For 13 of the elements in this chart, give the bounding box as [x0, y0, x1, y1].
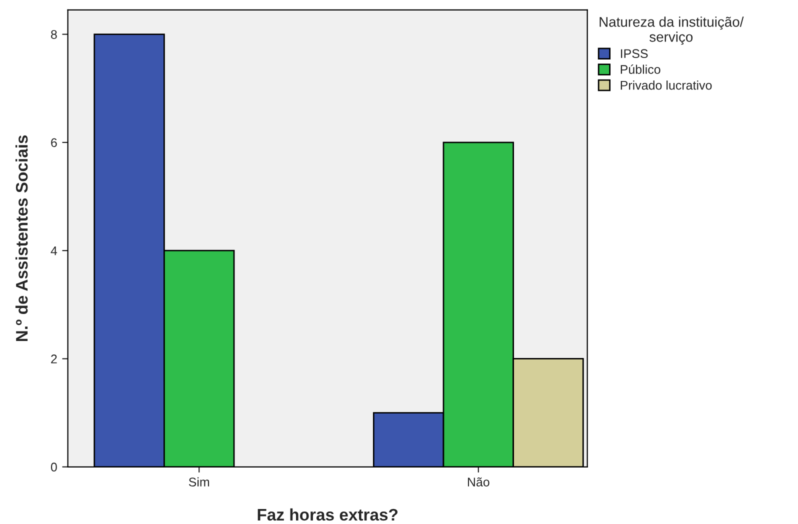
- x-axis-title: Faz horas extras?: [258, 508, 398, 521]
- legend-label: Privado lucrativo: [620, 80, 712, 90]
- y-tick-label: 0: [50, 462, 57, 472]
- legend-label: IPSS: [620, 49, 648, 58]
- y-tick-label: 6: [51, 138, 57, 148]
- x-tick-label: Não: [468, 477, 490, 486]
- legend-title: Natureza da instituição/ serviço: [600, 16, 744, 45]
- y-tick-label: 4: [50, 246, 58, 256]
- y-tick-label: 2: [51, 354, 57, 364]
- y-tick-label: 8: [51, 30, 57, 39]
- x-tick-label: Sim: [188, 477, 210, 486]
- y-axis-title: N.º de Assistentes Sociais: [15, 135, 28, 341]
- legend-label: Público: [620, 64, 660, 74]
